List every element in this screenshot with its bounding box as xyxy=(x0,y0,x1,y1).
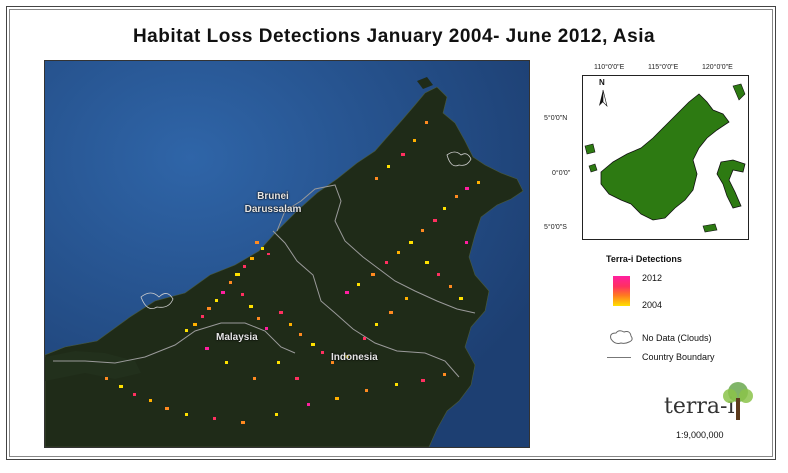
north-label: N xyxy=(599,78,605,87)
inset-island xyxy=(702,223,718,233)
inset-map[interactable]: N xyxy=(582,75,749,240)
north-islands xyxy=(417,77,433,89)
boundary-line xyxy=(272,230,460,378)
main-map[interactable]: Brunei Darussalam Malaysia Indonesia xyxy=(44,60,530,448)
map-label-brunei: Brunei Darussalam xyxy=(238,190,308,216)
scale-text: 1:9,000,000 xyxy=(676,430,724,440)
inset-tick-top-1: 110°0'0"E xyxy=(594,64,625,71)
detection-points xyxy=(105,121,480,424)
legend-high-label: 2012 xyxy=(642,273,663,283)
map-title: Habitat Loss Detections January 2004- Ju… xyxy=(132,26,656,47)
legend-low-label: 2004 xyxy=(642,300,663,310)
country-boundary-line-icon xyxy=(607,357,631,358)
cloud-outline xyxy=(140,292,174,310)
inset-tick-top-3: 120°0'0"E xyxy=(702,64,733,71)
west-coast-land xyxy=(45,351,141,381)
borneo-landmass xyxy=(45,86,524,447)
north-arrow-icon xyxy=(599,89,608,107)
map-frame-inner xyxy=(9,9,773,457)
inset-tick-top-2: 115°0'0"E xyxy=(648,64,679,71)
boundary-line xyxy=(276,184,476,314)
legend-no-data-label: No Data (Clouds) xyxy=(642,333,712,343)
cloud-outline xyxy=(446,151,472,167)
inset-tick-left-3: 5°0'0"S xyxy=(544,224,567,231)
map-label-indonesia: Indonesia xyxy=(331,352,378,363)
inset-island xyxy=(584,143,596,155)
detection-gradient-swatch xyxy=(613,276,630,306)
inset-island xyxy=(588,163,598,173)
inset-map-canvas xyxy=(584,83,746,233)
no-data-cloud-icon xyxy=(610,330,633,344)
inset-island xyxy=(732,83,746,101)
brunei-label-text: Brunei Darussalam xyxy=(244,191,302,215)
map-label-malaysia: Malaysia xyxy=(216,332,258,343)
inset-tick-left-1: 5°0'0"N xyxy=(544,115,568,122)
inset-sulawesi xyxy=(716,159,746,209)
terra-i-logo: terra-i xyxy=(664,394,735,419)
legend-title: Terra-i Detections xyxy=(606,254,682,264)
map-frame-outer xyxy=(6,6,776,460)
inset-tick-left-2: 0°0'0" xyxy=(552,170,571,177)
tree-icon xyxy=(723,382,753,420)
main-map-canvas xyxy=(45,61,529,447)
boundary-line xyxy=(53,322,296,364)
legend-boundary-label: Country Boundary xyxy=(642,352,715,362)
inset-borneo xyxy=(600,93,730,221)
